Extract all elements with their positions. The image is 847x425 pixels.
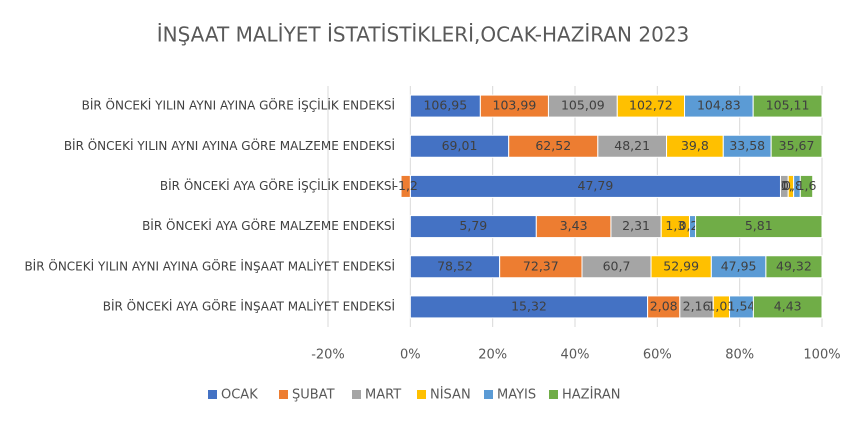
data-label: 103,99 <box>493 98 537 113</box>
bar-segment <box>752 295 823 319</box>
legend-swatch <box>352 390 361 399</box>
data-label: 69,01 <box>442 138 478 153</box>
legend-label: MART <box>365 388 401 403</box>
legend-swatch <box>549 390 558 399</box>
x-tick-label: -20% <box>311 348 345 363</box>
data-label: 102,72 <box>629 98 673 113</box>
data-label: 35,67 <box>779 138 815 153</box>
data-label: 48,21 <box>614 138 650 153</box>
legend-swatch <box>279 390 288 399</box>
x-tick-label: 0% <box>400 348 421 363</box>
data-label: 4,43 <box>774 298 802 313</box>
x-tick-label: 20% <box>478 348 507 363</box>
data-label: 52,99 <box>663 258 699 273</box>
data-label: 1,6 <box>797 178 817 193</box>
category-label: BİR ÖNCEKİ AYA GÖRE İŞÇİLİK ENDEKSİ <box>160 177 395 193</box>
data-label: 3,43 <box>560 218 588 233</box>
legend-label: MAYIS <box>497 388 536 403</box>
data-label: 39,8 <box>681 138 709 153</box>
data-label: 1 <box>780 178 788 193</box>
data-label: 1,05 <box>707 298 735 313</box>
data-label: 49,32 <box>776 258 812 273</box>
bar-segment <box>765 255 823 279</box>
data-label: 104,83 <box>697 98 741 113</box>
data-label: 5,79 <box>459 218 487 233</box>
data-label: 2,08 <box>650 298 678 313</box>
data-label: 15,32 <box>511 298 547 313</box>
bar-segment <box>770 134 823 158</box>
data-label: 1,3 <box>665 218 685 233</box>
data-label: 106,95 <box>423 98 467 113</box>
data-label: 62,52 <box>535 138 571 153</box>
x-tick-label: 60% <box>643 348 672 363</box>
x-tick-label: 80% <box>725 348 754 363</box>
bar-segment <box>799 174 814 198</box>
data-label: 78,52 <box>437 258 473 273</box>
legend-label: HAZİRAN <box>562 387 621 403</box>
data-label: 105,09 <box>561 98 605 113</box>
category-label: BİR ÖNCEKİ YILIN AYNI AYINA GÖRE İŞÇİLİK… <box>82 97 395 113</box>
legend-swatch <box>208 390 217 399</box>
data-label: 1,54 <box>728 298 756 313</box>
chart-title: İNŞAAT MALİYET İSTATİSTİKLERİ,OCAK-HAZİR… <box>157 23 690 47</box>
legend-swatch <box>484 390 493 399</box>
data-label: -1,2 <box>393 178 417 193</box>
bar-segment <box>400 174 411 198</box>
data-label: 47,79 <box>578 178 614 193</box>
bar-segment <box>695 215 823 239</box>
data-label: 5,81 <box>745 218 773 233</box>
category-label: BİR ÖNCEKİ YILIN AYNI AYINA GÖRE İNŞAAT … <box>24 257 395 273</box>
legend-label: OCAK <box>221 388 258 403</box>
data-label: 72,37 <box>523 258 559 273</box>
bar-segment <box>752 94 823 118</box>
data-label: 33,58 <box>729 138 765 153</box>
category-label: BİR ÖNCEKİ YILIN AYNI AYINA GÖRE MALZEME… <box>64 137 395 153</box>
x-tick-label: 100% <box>803 348 840 363</box>
data-label: 60,7 <box>603 258 631 273</box>
category-label: BİR ÖNCEKİ AYA GÖRE İNŞAAT MALİYET ENDEK… <box>103 297 395 313</box>
legend-swatch <box>417 390 426 399</box>
data-label: 2,31 <box>622 218 650 233</box>
data-label: 47,95 <box>721 258 757 273</box>
legend-label: ŞUBAT <box>292 388 335 403</box>
x-tick-label: 40% <box>561 348 590 363</box>
data-label: 105,11 <box>766 98 810 113</box>
legend-label: NİSAN <box>430 387 471 403</box>
data-label: 2,16 <box>683 298 711 313</box>
category-label: BİR ÖNCEKİ AYA GÖRE MALZEME ENDEKSİ <box>142 217 395 233</box>
